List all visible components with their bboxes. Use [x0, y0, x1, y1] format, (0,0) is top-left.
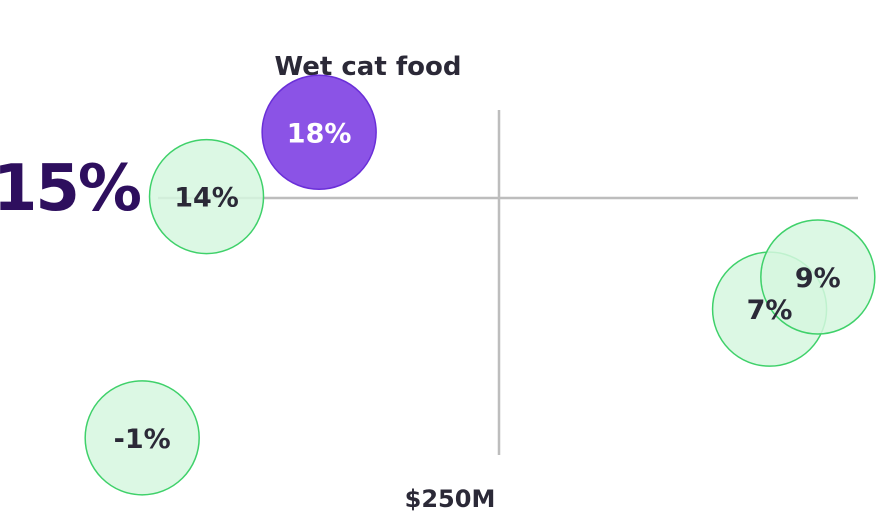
bubble-2 [261, 74, 377, 190]
reference-label-x: $250M [405, 485, 496, 513]
bubble-label-5: 9% [795, 263, 841, 294]
bubble-layer [84, 74, 876, 496]
bubble-label-2: 18% [287, 118, 352, 149]
bubble-3 [84, 380, 200, 496]
bubble-label-layer: 14% 18% -1% 7%9% [114, 118, 841, 455]
bubble-label-4: 7% [747, 295, 793, 326]
bubble-1 [148, 138, 265, 255]
bubble-5 [760, 219, 876, 335]
bubble-label-1: 14% [174, 183, 239, 214]
reference-label-y: 15% [0, 152, 141, 226]
bubble-label-3: -1% [114, 424, 171, 455]
